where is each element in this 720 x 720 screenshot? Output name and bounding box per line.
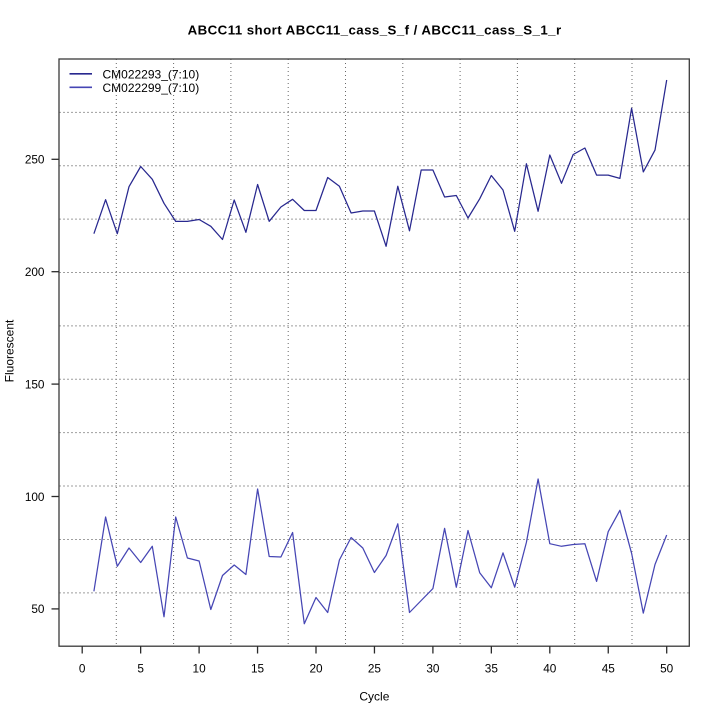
svg-text:30: 30 xyxy=(426,661,440,675)
svg-text:Cycle: Cycle xyxy=(359,689,389,703)
svg-text:5: 5 xyxy=(137,661,144,675)
svg-text:45: 45 xyxy=(602,661,616,675)
svg-text:50: 50 xyxy=(31,602,45,616)
svg-text:ABCC11 short ABCC11_cass_S_f /: ABCC11 short ABCC11_cass_S_f / ABCC11_ca… xyxy=(188,23,562,38)
svg-text:0: 0 xyxy=(79,661,86,675)
svg-text:Fluorescent: Fluorescent xyxy=(3,319,17,382)
svg-text:15: 15 xyxy=(251,661,265,675)
svg-text:150: 150 xyxy=(25,377,45,391)
svg-text:25: 25 xyxy=(368,661,382,675)
svg-text:20: 20 xyxy=(309,661,323,675)
svg-text:100: 100 xyxy=(25,490,45,504)
svg-text:10: 10 xyxy=(193,661,207,675)
svg-text:40: 40 xyxy=(543,661,557,675)
svg-text:35: 35 xyxy=(485,661,499,675)
svg-text:CM022299_(7:10): CM022299_(7:10) xyxy=(103,81,200,95)
svg-text:50: 50 xyxy=(660,661,674,675)
svg-text:250: 250 xyxy=(25,153,45,167)
svg-text:200: 200 xyxy=(25,265,45,279)
svg-text:CM022293_(7:10): CM022293_(7:10) xyxy=(103,67,200,81)
